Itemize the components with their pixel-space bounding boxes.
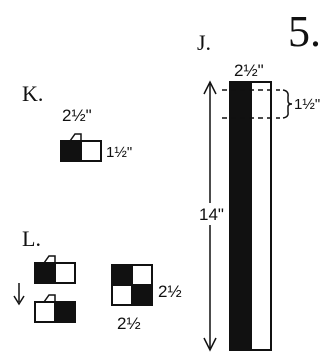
four-patch-bottom-right	[131, 284, 153, 306]
unit-light-square	[80, 140, 102, 162]
unit-dark-square	[60, 140, 82, 162]
panel-k: K. 2½" 1½"	[22, 81, 132, 162]
panel-j: J. 2½" 1½" 14"	[197, 30, 320, 352]
strip-dark-half	[229, 81, 252, 351]
segment-brace-icon	[282, 89, 293, 119]
four-patch-top-left	[111, 264, 133, 286]
panel-l-label: L.	[22, 226, 41, 251]
arrow-up-icon	[203, 80, 217, 95]
step-number: 5.	[288, 7, 321, 56]
panel-k-label: K.	[22, 81, 43, 106]
height-label-backdrop	[197, 203, 223, 225]
panel-l: L. 2½ 2½	[13, 226, 182, 333]
four-patch-bottom-left	[111, 284, 133, 306]
seam-flap-icon	[69, 133, 82, 142]
unit-height-label: 1½"	[106, 144, 132, 161]
bottom-unit-dark-square	[54, 301, 76, 323]
strip-width-label: 2½"	[234, 61, 264, 80]
top-unit-dark-square	[34, 262, 56, 284]
assembly-arrow-down-icon	[13, 295, 25, 306]
unit-width-label: 2½"	[62, 106, 92, 125]
arrow-down-icon	[203, 337, 217, 352]
four-patch-bottom-label: 2½	[117, 314, 141, 333]
strip-light-half	[250, 81, 272, 351]
bottom-unit-flap-icon	[43, 294, 56, 303]
panel-j-label: J.	[197, 30, 211, 55]
bottom-unit-light-square	[34, 301, 56, 323]
four-patch-side-label: 2½	[158, 282, 182, 301]
segment-length-label: 1½"	[294, 96, 320, 113]
four-patch-top-right	[131, 264, 153, 286]
top-unit-light-square	[54, 262, 76, 284]
top-unit-flap-icon	[43, 255, 56, 264]
strip-height-label: 14"	[199, 205, 224, 224]
